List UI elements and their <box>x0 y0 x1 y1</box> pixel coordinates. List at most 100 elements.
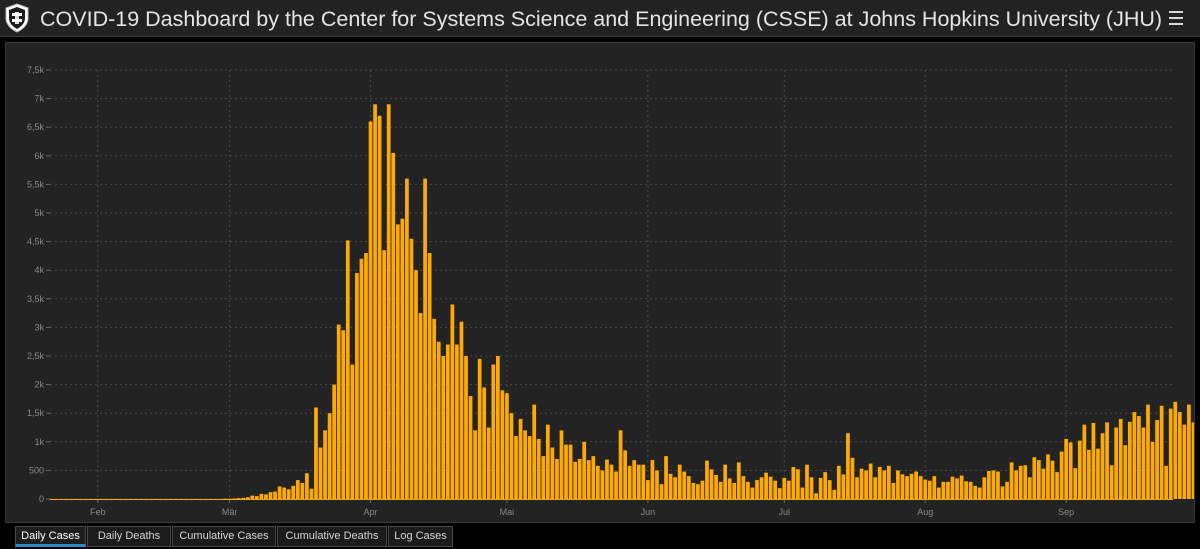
dashboard-header: COVID-19 Dashboard by the Center for Sys… <box>0 0 1200 37</box>
bar-daily-cases <box>1046 454 1050 499</box>
tab-cumulative-deaths[interactable]: Cumulative Deaths <box>277 526 387 547</box>
bar-daily-cases <box>455 344 459 499</box>
bar-daily-cases <box>1014 470 1019 499</box>
bar-daily-cases <box>1146 404 1150 499</box>
bar-daily-cases <box>486 427 491 499</box>
y-tick-label: 2,5k <box>27 351 45 361</box>
bar-daily-cases <box>468 396 473 499</box>
bar-daily-cases <box>505 393 509 499</box>
y-tick-label: 6k <box>34 151 44 161</box>
tab-log-cases[interactable]: Log Cases <box>388 526 453 547</box>
bar-daily-cases <box>814 493 818 499</box>
bar-daily-cases <box>686 476 691 499</box>
bar-daily-cases <box>509 413 514 499</box>
bar-daily-cases <box>382 250 387 499</box>
bar-daily-cases <box>591 456 596 499</box>
bar-daily-cases <box>1041 468 1046 499</box>
bar-daily-cases <box>1091 422 1096 499</box>
bar-daily-cases <box>1173 401 1178 499</box>
bar-daily-cases <box>350 364 355 499</box>
bar-daily-cases <box>1100 433 1105 499</box>
bar-daily-cases <box>932 476 937 499</box>
bar-daily-cases <box>682 471 687 499</box>
tab-cumulative-cases[interactable]: Cumulative Cases <box>172 526 276 547</box>
bar-daily-cases <box>241 497 246 499</box>
bar-daily-cases <box>782 477 787 499</box>
bar-daily-cases <box>805 464 809 499</box>
bar-daily-cases <box>477 358 482 499</box>
bar-daily-cases <box>1087 449 1091 499</box>
bar-daily-cases <box>923 479 928 499</box>
bar-daily-cases <box>582 441 587 499</box>
bar-daily-cases <box>1068 442 1073 499</box>
y-tick-label: 4,5k <box>27 237 45 247</box>
bar-daily-cases <box>1064 438 1069 499</box>
bar-daily-cases <box>1055 472 1059 499</box>
x-tick-label: Sep <box>1058 507 1074 517</box>
bar-daily-cases <box>655 470 659 499</box>
bar-daily-cases <box>1082 424 1087 499</box>
bar-daily-cases <box>1000 486 1005 499</box>
bar-daily-cases <box>1105 422 1109 499</box>
bar-daily-cases <box>823 472 828 499</box>
bar-daily-cases <box>473 430 477 499</box>
bar-daily-cases <box>909 473 914 499</box>
bar-daily-cases <box>873 477 878 499</box>
bar-daily-cases <box>391 152 396 499</box>
x-tick-label: Feb <box>90 507 106 517</box>
y-tick-label: 1k <box>34 437 44 447</box>
bar-daily-cases <box>336 324 341 499</box>
bar-daily-cases <box>605 459 609 499</box>
bar-daily-cases <box>245 497 250 499</box>
tab-daily-deaths[interactable]: Daily Deaths <box>87 526 171 547</box>
bar-daily-cases <box>250 495 255 499</box>
bar-daily-cases <box>968 481 973 499</box>
bar-daily-cases <box>1109 465 1114 499</box>
bar-daily-cases <box>977 487 982 499</box>
bar-daily-cases <box>614 471 618 499</box>
chart-panel: 0 500 1k 1,5k 2k 2,5k 3k 3,5k 4k 4,5k 5k 5,5k 6k 6,5k… <box>5 42 1195 523</box>
bar-daily-cases <box>714 474 718 499</box>
bar-daily-cases <box>809 477 814 499</box>
bar-daily-cases <box>1141 427 1146 499</box>
bar-daily-cases <box>1159 405 1164 499</box>
bar-daily-cases <box>1027 477 1032 499</box>
bar-daily-cases <box>786 480 791 499</box>
bar-daily-cases <box>368 121 373 499</box>
daily-cases-chart: 0 500 1k 1,5k 2k 2,5k 3k 3,5k 4k 4,5k 5k 5,5k 6k 6,5k… <box>27 65 1194 517</box>
y-tick-label: 2k <box>34 380 44 390</box>
bar-daily-cases <box>286 489 291 499</box>
bar-daily-cases <box>964 481 968 499</box>
bar-daily-cases <box>273 491 277 499</box>
bar-daily-cases <box>386 104 391 499</box>
bar-daily-cases <box>1050 460 1055 499</box>
bar-daily-cases <box>950 476 955 499</box>
bar-daily-cases <box>841 474 846 499</box>
bar-daily-cases <box>987 470 991 499</box>
bar-daily-cases <box>1123 445 1128 499</box>
bar-daily-cases <box>846 433 850 499</box>
bar-daily-cases <box>300 482 305 499</box>
bar-daily-cases <box>800 487 805 499</box>
bar-daily-cases <box>700 480 705 499</box>
y-tick-label: 7k <box>34 94 44 104</box>
bar-daily-cases <box>564 444 568 499</box>
y-tick-label: 5,5k <box>27 179 45 189</box>
tab-daily-cases[interactable]: Daily Cases <box>15 526 86 547</box>
bar-daily-cases <box>600 470 605 499</box>
bar-daily-cases <box>268 492 273 499</box>
bar-daily-cases <box>436 341 441 499</box>
bar-daily-cases <box>927 480 932 499</box>
bar-daily-cases <box>1096 448 1100 499</box>
hamburger-menu-icon[interactable] <box>1168 8 1184 28</box>
bar-daily-cases <box>555 458 559 499</box>
bar-daily-cases <box>727 478 732 499</box>
bar-daily-cases <box>868 463 873 499</box>
bar-daily-cases <box>236 498 241 499</box>
bar-daily-cases <box>836 465 841 499</box>
bar-daily-cases <box>996 471 1000 499</box>
bar-daily-cases <box>459 321 464 499</box>
bar-daily-cases <box>864 470 868 499</box>
y-tick-label: 6,5k <box>27 122 45 132</box>
bar-daily-cases <box>586 460 591 499</box>
